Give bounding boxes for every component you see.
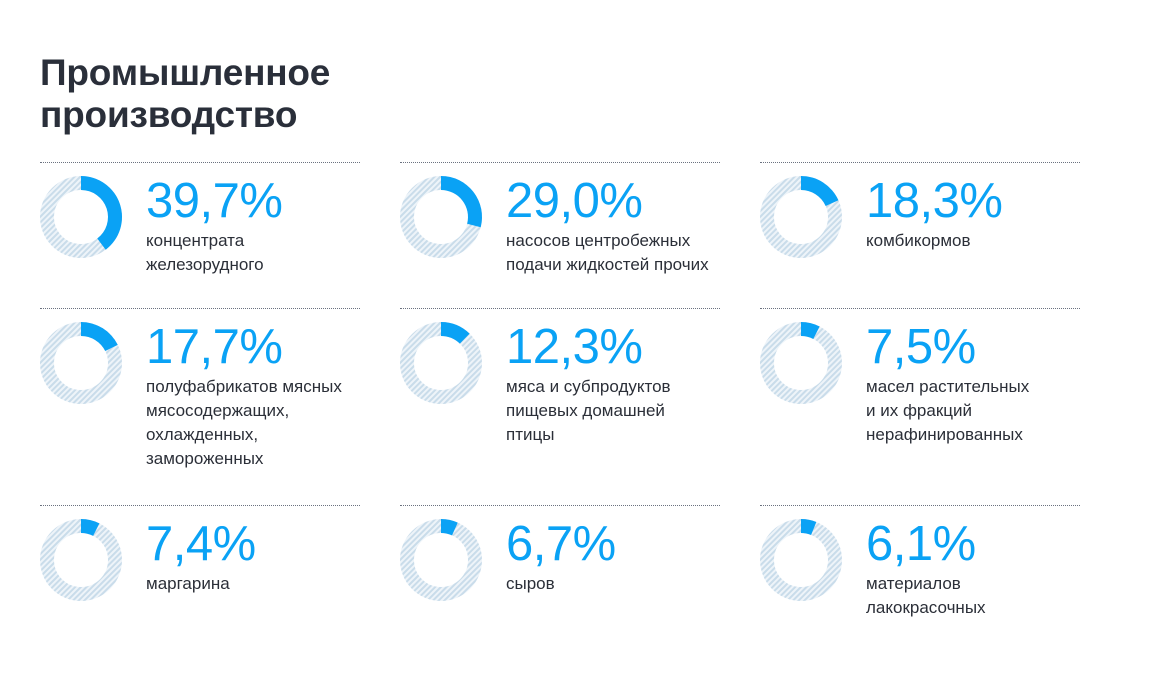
category-label-line: охлажденных, <box>146 425 259 444</box>
donut-segment <box>441 322 470 344</box>
percentage-value: 6,7% <box>506 517 616 571</box>
dotted-divider <box>760 162 1080 163</box>
percentage-value: 39,7% <box>146 174 283 228</box>
category-label-line: насосов центробежных <box>506 231 691 250</box>
donut-segment <box>441 176 482 228</box>
dotted-divider <box>760 505 1080 506</box>
category-label: комбикормов <box>866 229 1096 253</box>
category-label: масел растительных и их фракций нерафиниро… <box>866 375 1096 447</box>
category-label: маргарина <box>146 572 376 596</box>
category-label-line: подачи жидкостей прочих <box>506 255 709 274</box>
percentage-value: 12,3% <box>506 320 643 374</box>
donut-segment <box>801 176 839 206</box>
percentage-value: 6,1% <box>866 517 976 571</box>
dotted-divider <box>400 505 720 506</box>
category-label-line: концентрата <box>146 231 245 250</box>
category-label-line: полуфабрикатов мясных <box>146 377 342 396</box>
category-label-line: железорудного <box>146 255 264 274</box>
category-label: материалов лакокрасочных <box>866 572 1096 620</box>
category-label: полуфабрикатов мясных мясосодержащих, охла… <box>146 375 376 471</box>
donut-chart <box>400 322 482 404</box>
dotted-divider <box>400 162 720 163</box>
percentage-value: 18,3% <box>866 174 1003 228</box>
category-label-line: маргарина <box>146 574 230 593</box>
donut-segment <box>81 322 118 352</box>
donut-segment <box>81 176 122 250</box>
category-label-line: мяса и субпродуктов <box>506 377 671 396</box>
category-label-line: нерафинированных <box>866 425 1023 444</box>
category-label-line: комбикормов <box>866 231 971 250</box>
category-label: концентрата железорудного <box>146 229 376 277</box>
percentage-value: 7,4% <box>146 517 256 571</box>
category-label-line: птицы <box>506 425 555 444</box>
donut-chart <box>760 322 842 404</box>
donut-chart <box>40 519 122 601</box>
donut-segment <box>801 519 817 535</box>
dotted-divider <box>40 308 360 309</box>
title-line-2: производство <box>40 94 298 135</box>
donut-track <box>400 519 482 601</box>
category-label-line: пищевых домашней <box>506 401 665 420</box>
percentage-value: 17,7% <box>146 320 283 374</box>
donut-segment <box>81 519 100 536</box>
donut-chart <box>40 322 122 404</box>
percentage-value: 7,5% <box>866 320 976 374</box>
category-label-line: лакокрасочных <box>866 598 986 617</box>
category-label-line: мясосодержащих, <box>146 401 290 420</box>
donut-chart <box>760 176 842 258</box>
donut-segment <box>441 519 458 536</box>
donut-track <box>760 519 842 601</box>
donut-segment <box>801 322 820 339</box>
dotted-divider <box>400 308 720 309</box>
donut-chart <box>400 176 482 258</box>
donut-track <box>760 322 842 404</box>
category-label: сыров <box>506 572 736 596</box>
dotted-divider <box>40 505 360 506</box>
donut-chart <box>40 176 122 258</box>
donut-track <box>400 322 482 404</box>
category-label-line: масел растительных <box>866 377 1030 396</box>
donut-track <box>40 519 122 601</box>
dotted-divider <box>760 308 1080 309</box>
category-label-line: сыров <box>506 574 555 593</box>
category-label-line: материалов <box>866 574 961 593</box>
category-label-line: и их фракций <box>866 401 973 420</box>
title-line-1: Промышленное <box>40 52 331 93</box>
page-title: Промышленное производство <box>40 52 330 136</box>
percentage-value: 29,0% <box>506 174 643 228</box>
donut-chart <box>400 519 482 601</box>
category-label: мяса и субпродуктов пищевых домашней птицы <box>506 375 736 447</box>
dotted-divider <box>40 162 360 163</box>
category-label: насосов центробежных подачи жидкостей про… <box>506 229 736 277</box>
donut-chart <box>760 519 842 601</box>
category-label-line: замороженных <box>146 449 264 468</box>
